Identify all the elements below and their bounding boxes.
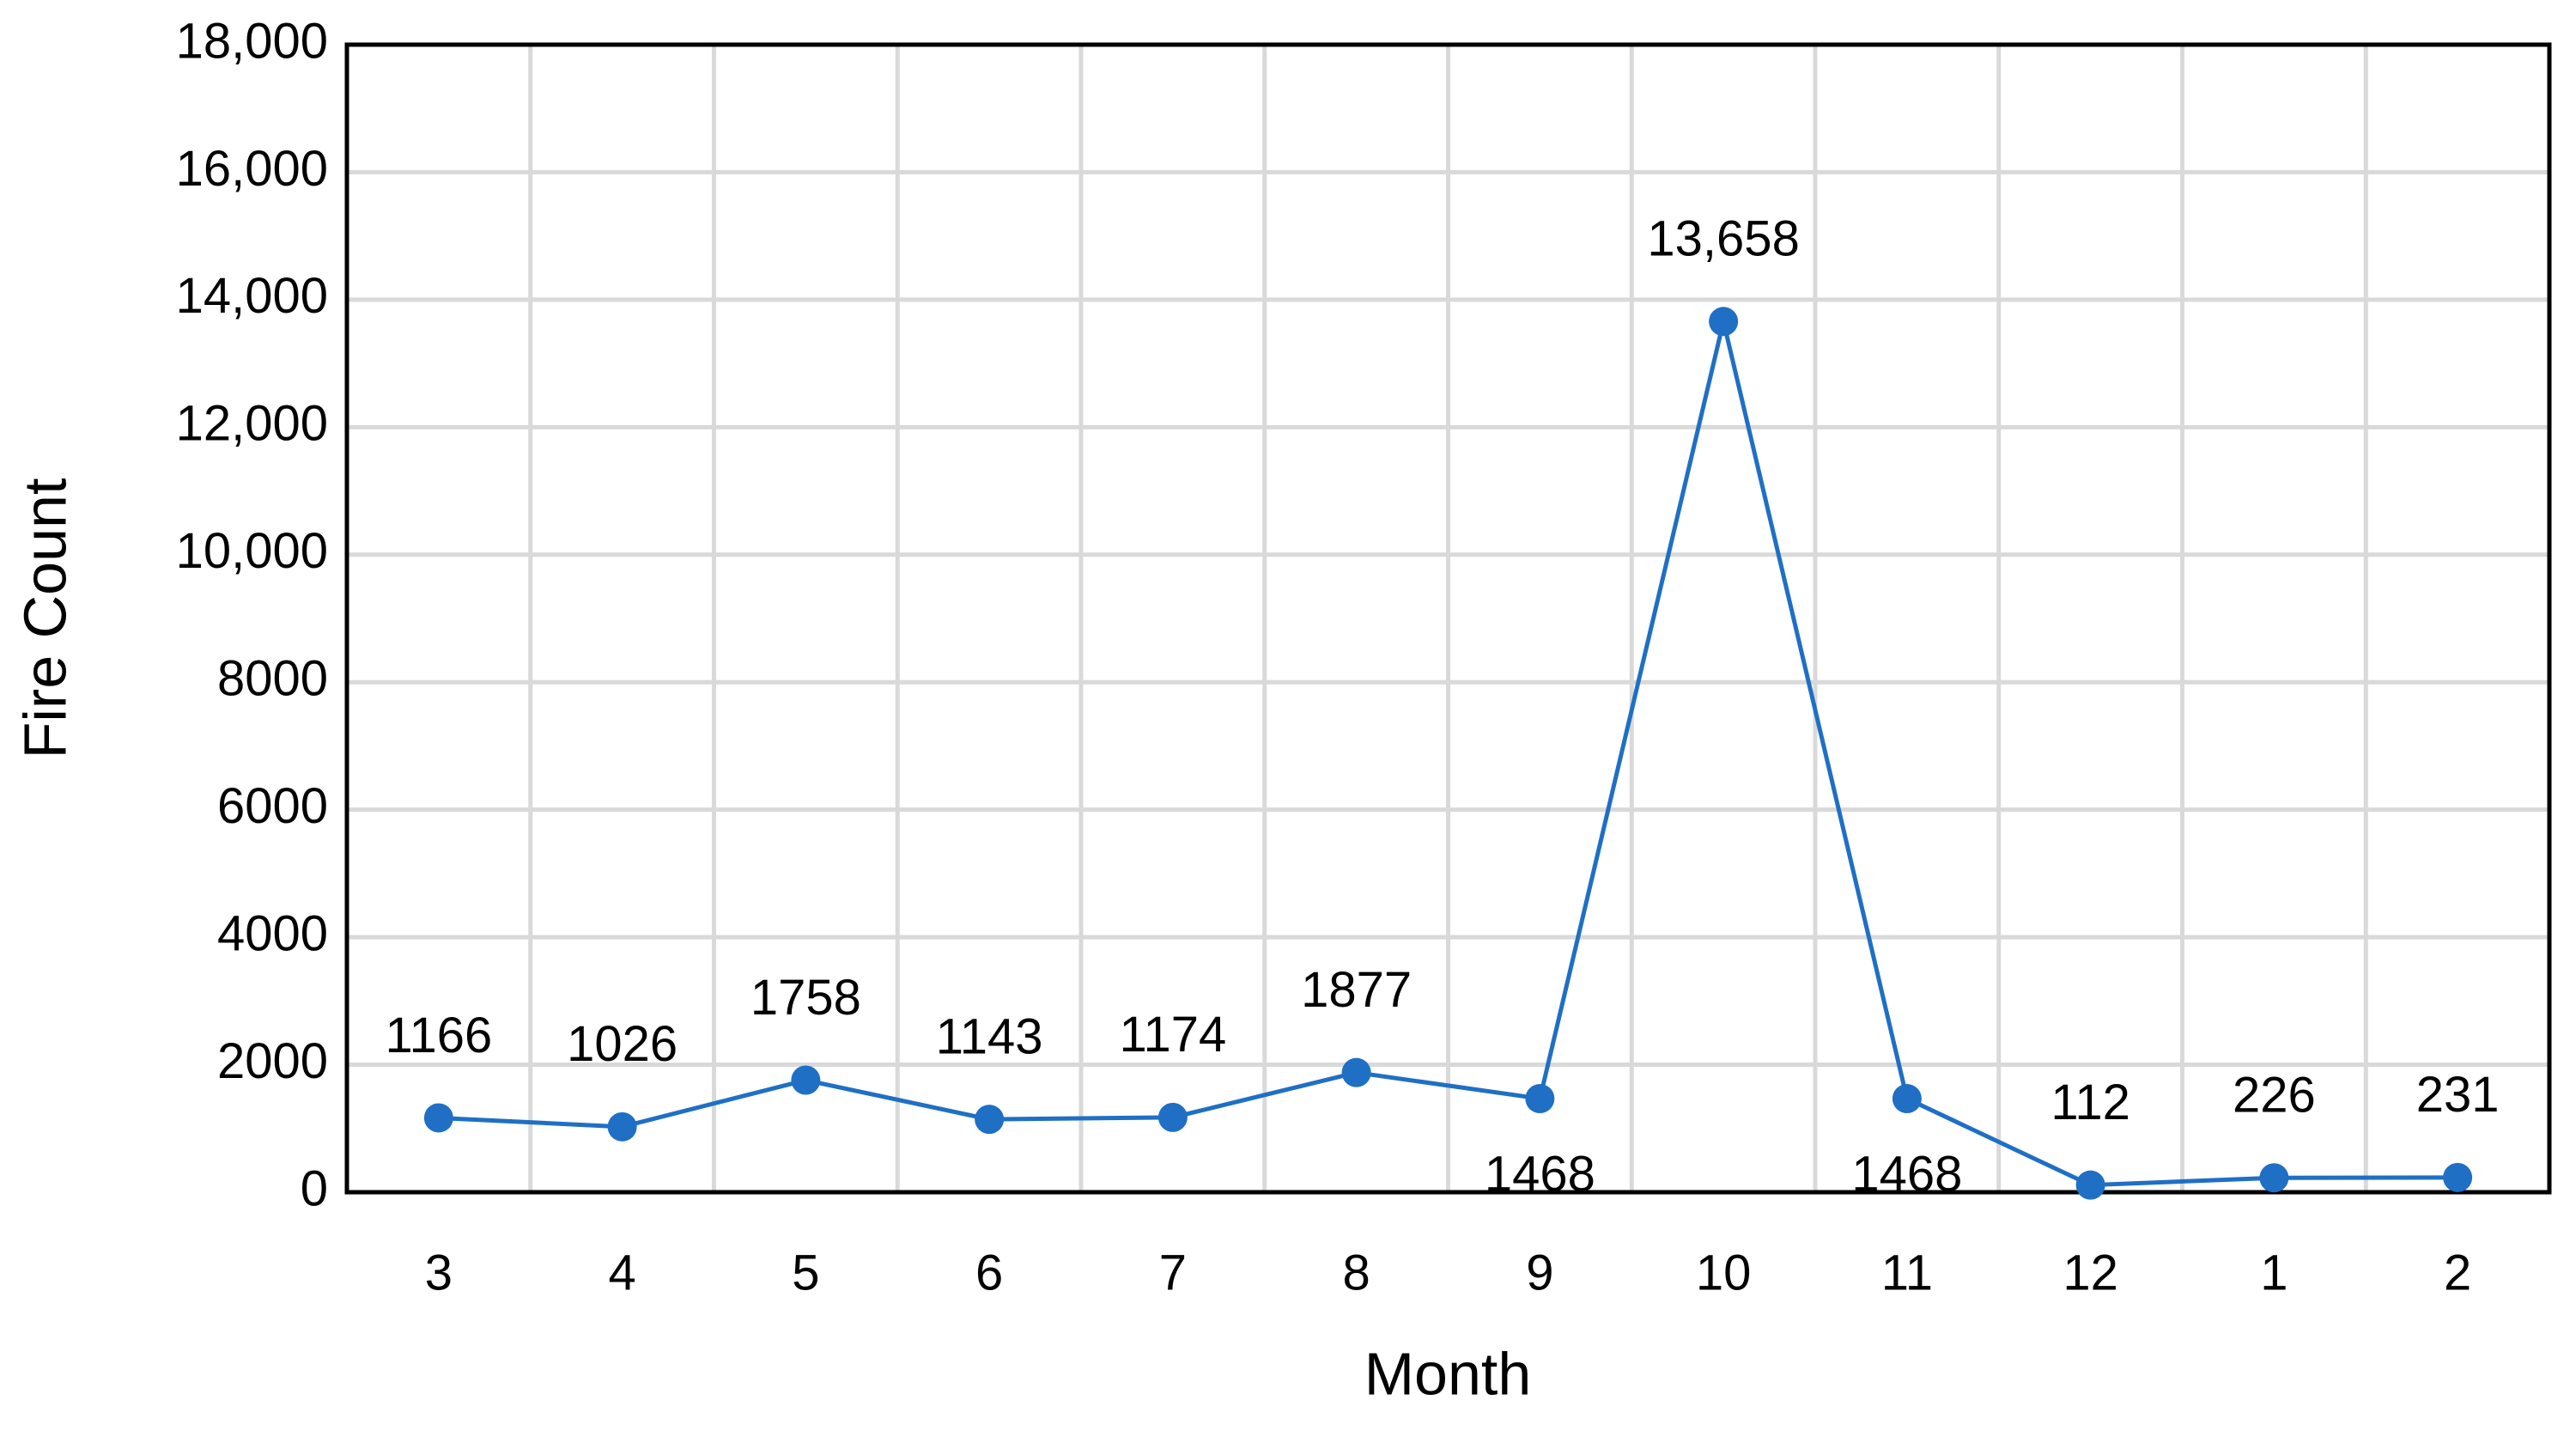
data-label: 1166 bbox=[386, 1008, 493, 1063]
x-tick-label: 6 bbox=[975, 1245, 1003, 1300]
x-axis-title: Month bbox=[1364, 1340, 1532, 1407]
x-tick-label: 12 bbox=[2063, 1245, 2118, 1300]
y-tick-label: 16,000 bbox=[176, 141, 328, 197]
y-axis-title: Fire Count bbox=[11, 478, 78, 759]
y-tick-label: 14,000 bbox=[176, 268, 328, 324]
data-point bbox=[607, 1111, 637, 1142]
x-tick-label: 3 bbox=[425, 1245, 453, 1300]
y-tick-label: 0 bbox=[301, 1160, 328, 1216]
data-label: 13,658 bbox=[1647, 211, 1799, 267]
data-point bbox=[1525, 1084, 1555, 1114]
data-point bbox=[1892, 1084, 1922, 1114]
data-label: 1758 bbox=[750, 970, 861, 1026]
x-tick-label: 8 bbox=[1342, 1245, 1370, 1300]
data-point bbox=[1341, 1057, 1371, 1087]
y-tick-label: 12,000 bbox=[176, 396, 328, 452]
y-tick-label: 2000 bbox=[217, 1033, 328, 1089]
y-tick-label: 18,000 bbox=[176, 13, 328, 69]
data-line bbox=[438, 319, 2458, 1188]
x-tick-label: 5 bbox=[792, 1245, 819, 1300]
data-label: 1143 bbox=[936, 1008, 1043, 1064]
x-tick-label: 9 bbox=[1526, 1245, 1553, 1300]
x-tick-label: 11 bbox=[1881, 1245, 1933, 1300]
data-label: 1026 bbox=[567, 1016, 677, 1072]
plot-border bbox=[344, 42, 2552, 1195]
data-point bbox=[2259, 1163, 2289, 1193]
y-tick-label: 10,000 bbox=[176, 523, 328, 579]
data-point bbox=[1709, 307, 1739, 337]
data-label: 1468 bbox=[1485, 1146, 1595, 1202]
data-label: 1174 bbox=[1120, 1007, 1227, 1063]
x-tick-label: 4 bbox=[608, 1245, 635, 1300]
data-point bbox=[975, 1105, 1005, 1135]
y-tick-label: 4000 bbox=[217, 905, 328, 961]
data-point bbox=[791, 1065, 821, 1095]
y-tick-label: 8000 bbox=[217, 651, 328, 707]
data-point bbox=[2443, 1162, 2473, 1192]
x-tick-label: 1 bbox=[2260, 1245, 2287, 1300]
data-label: 1468 bbox=[1851, 1146, 1962, 1202]
x-tick-label: 7 bbox=[1159, 1245, 1187, 1300]
data-label: 231 bbox=[2416, 1067, 2500, 1123]
data-label: 226 bbox=[2233, 1068, 2316, 1123]
data-point bbox=[423, 1103, 453, 1133]
data-point bbox=[2075, 1170, 2105, 1200]
data-label: 112 bbox=[2050, 1075, 2129, 1130]
data-label: 1877 bbox=[1301, 962, 1412, 1018]
data-point bbox=[1157, 1102, 1188, 1132]
x-tick-label: 10 bbox=[1696, 1245, 1752, 1300]
x-tick-label: 2 bbox=[2444, 1245, 2471, 1300]
y-tick-label: 6000 bbox=[217, 778, 328, 834]
